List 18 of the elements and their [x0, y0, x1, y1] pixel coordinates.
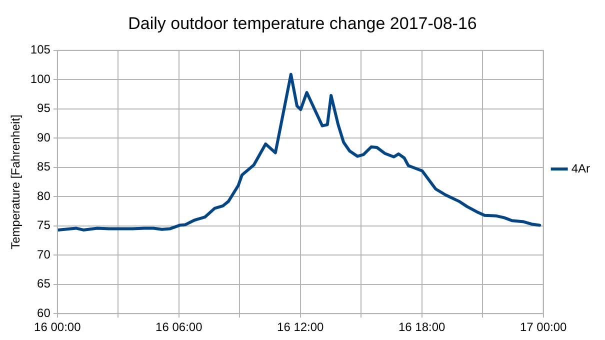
y-tick-label: 105 — [30, 42, 51, 57]
y-tick-label: 95 — [37, 101, 51, 116]
y-tick-label: 75 — [37, 218, 51, 232]
y-tick-label: 70 — [37, 247, 51, 262]
legend-label: 4Ar — [571, 161, 590, 176]
y-tick-label: 85 — [37, 160, 51, 174]
x-tick-label: 16 00:00 — [34, 320, 82, 334]
y-tick-label: 80 — [37, 188, 51, 203]
y-axis-title: Temperature [Fahrenheit] — [8, 114, 23, 250]
y-tick-label: 60 — [37, 306, 51, 320]
chart-title: Daily outdoor temperature change 2017-08-16 — [128, 14, 477, 33]
x-tick-label: 16 12:00 — [277, 320, 324, 334]
x-tick-label: 16 18:00 — [398, 320, 446, 334]
x-tick-label: 17 00:00 — [520, 320, 568, 334]
y-tick-label: 100 — [30, 72, 51, 86]
y-tick-label: 65 — [37, 276, 51, 291]
x-tick-label: 16 06:00 — [156, 320, 203, 334]
y-tick-label: 90 — [37, 130, 51, 144]
